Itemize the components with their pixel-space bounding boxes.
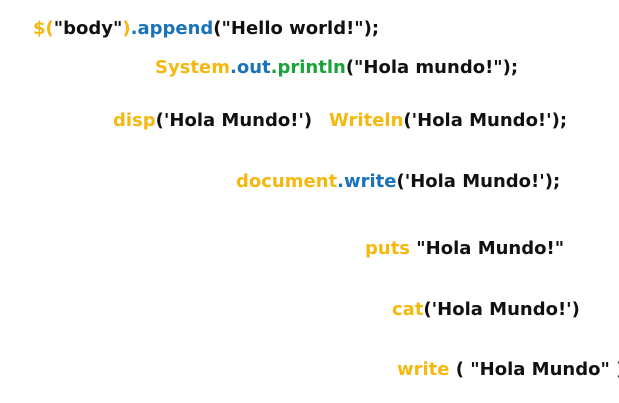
java-dot-2: . <box>270 57 278 78</box>
fortran-function: write <box>397 359 450 380</box>
matlab-function: disp <box>113 110 156 131</box>
javascript-dot: . <box>337 171 344 192</box>
javascript-args: ('Hola Mundo!'); <box>396 171 561 192</box>
jquery-method: append <box>137 18 214 39</box>
javascript-method: write <box>343 171 397 192</box>
java-field: out <box>236 57 271 78</box>
java-args: ("Hola mundo!"); <box>345 57 519 78</box>
jquery-dot: . <box>130 18 138 39</box>
r-snippet: cat('Hola Mundo!') <box>392 299 580 321</box>
ruby-snippet: puts "Hola Mundo!" <box>365 238 564 260</box>
jquery-snippet: $("body").append("Hello world!"); <box>33 18 379 40</box>
jquery-selector-open: $( <box>33 18 54 39</box>
javascript-object: document <box>236 171 338 192</box>
jquery-selector-arg: "body" <box>53 18 123 39</box>
jquery-args: ("Hello world!"); <box>213 18 380 39</box>
pascal-snippet: Writeln('Hola Mundo!'); <box>329 110 567 132</box>
r-args: ('Hola Mundo!') <box>423 299 580 320</box>
java-method: println <box>277 57 346 78</box>
java-object: System <box>155 57 230 78</box>
pascal-args: ('Hola Mundo!'); <box>403 110 568 131</box>
r-function: cat <box>392 299 424 320</box>
ruby-args: "Hola Mundo!" <box>410 238 565 259</box>
fortran-snippet: write ( "Hola Mundo" ); <box>397 359 619 381</box>
javascript-snippet: document.write('Hola Mundo!'); <box>236 171 560 193</box>
jquery-selector-close: ) <box>122 18 131 39</box>
fortran-args: ( "Hola Mundo" ); <box>449 359 619 380</box>
matlab-snippet: disp('Hola Mundo!') <box>113 110 312 132</box>
pascal-function: Writeln <box>329 110 404 131</box>
matlab-args: ('Hola Mundo!') <box>155 110 313 131</box>
ruby-function: puts <box>365 238 411 259</box>
java-dot-1: . <box>229 57 237 78</box>
java-snippet: System.out.println("Hola mundo!"); <box>155 57 518 79</box>
